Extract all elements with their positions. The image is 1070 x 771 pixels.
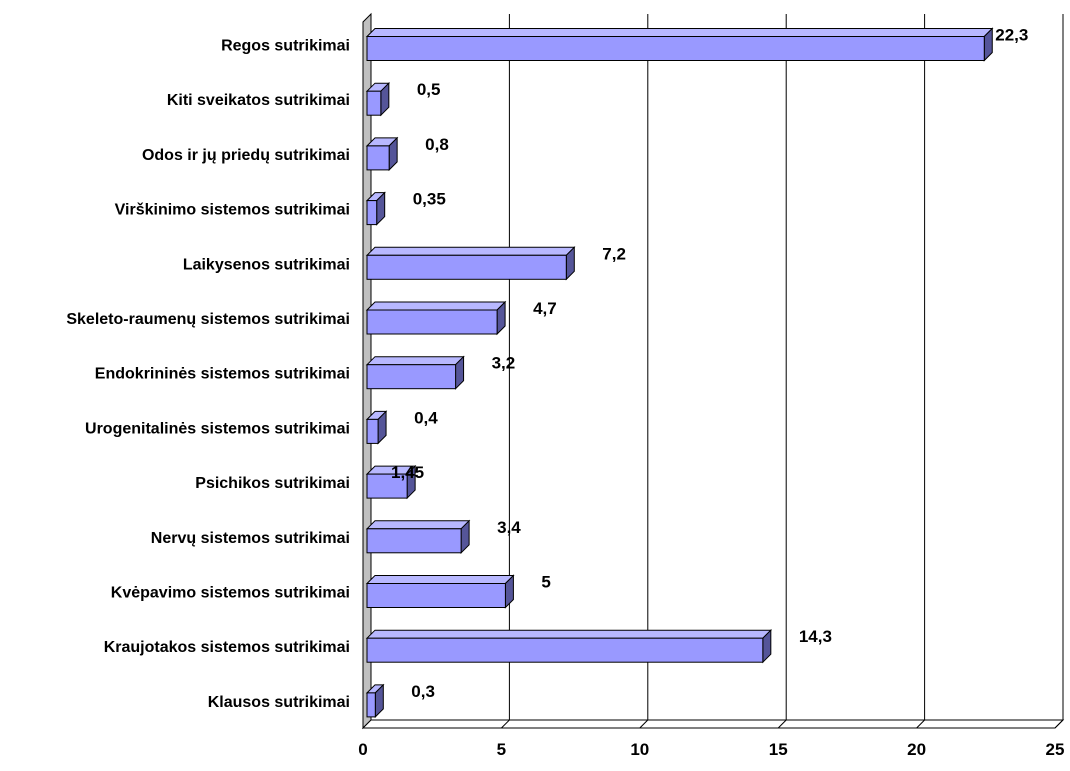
bar-top-face	[365, 301, 507, 311]
bar-front-face	[366, 254, 567, 280]
data-label: 0,8	[425, 135, 449, 154]
x-tick-label: 25	[1046, 740, 1065, 759]
gridline-floor	[777, 719, 787, 729]
x-tick-label: 20	[907, 740, 926, 759]
bar-front-face	[366, 309, 498, 335]
bar-front-face	[366, 200, 378, 226]
bar-front-face	[366, 90, 382, 116]
x-tick-label: 0	[358, 740, 367, 759]
bar-top-face	[365, 520, 471, 530]
bar-front-face	[366, 473, 408, 499]
x-tick-label: 10	[630, 740, 649, 759]
data-label: 7,2	[602, 244, 626, 263]
bar-front-face	[366, 145, 390, 171]
gridline-floor	[639, 719, 649, 729]
gridline-floor	[916, 719, 925, 729]
data-label: 14,3	[799, 627, 832, 646]
chart-walls	[361, 12, 1065, 730]
bar	[365, 81, 391, 117]
bar-top-face	[365, 575, 515, 584]
bar-front-face	[366, 692, 376, 718]
bar	[365, 628, 773, 664]
x-tick-label: 5	[497, 740, 506, 759]
data-label: 0,3	[411, 682, 435, 701]
gridlines	[501, 14, 1064, 729]
bar	[365, 136, 399, 172]
data-label: 3,4	[497, 518, 521, 537]
data-label: 5	[541, 573, 550, 592]
data-label: 1,45	[391, 463, 424, 482]
category-label: Endokrininės sistemos sutrikimai	[95, 366, 350, 383]
gridline-floor	[1054, 719, 1064, 729]
bar-front-face	[366, 36, 985, 61]
category-label: Klausos sutrikimai	[208, 694, 350, 711]
bar	[365, 246, 576, 281]
data-label: 0,4	[414, 408, 438, 427]
bar	[365, 683, 385, 719]
category-label: Odos ir jų priedų sutrikimai	[142, 147, 350, 164]
floor	[361, 719, 1065, 729]
category-label: Psichikos sutrikimai	[195, 475, 350, 492]
category-label: Urogenitalinės sistemos sutrikimai	[85, 420, 350, 437]
bar	[365, 464, 417, 500]
data-label: 22,3	[995, 26, 1028, 45]
bar-front-face	[366, 528, 462, 554]
bar-top-face	[365, 356, 465, 366]
data-label: 3,2	[492, 354, 516, 373]
bar-top-face	[365, 629, 773, 639]
bar-front-face	[366, 583, 506, 608]
bar	[365, 519, 471, 555]
bar-series	[365, 27, 994, 719]
data-label: 0,35	[413, 190, 446, 209]
bar-front-face	[366, 637, 764, 663]
x-tick-label: 15	[769, 740, 788, 759]
bar	[365, 191, 386, 226]
data-labels: 22,3 0,5 0,8 0,35 7,2 4,7 3,2 0,4 1,45 3,4 5 14,3 0,…	[391, 26, 1028, 701]
category-labels: Regos sutrikimai Kiti sveikatos sutrikima…	[66, 38, 350, 711]
bar	[365, 27, 994, 62]
bar-front-face	[366, 418, 379, 444]
category-label: Kvėpavimo sistemos sutrikimai	[111, 585, 350, 602]
data-label: 4,7	[533, 299, 557, 318]
bar	[365, 410, 388, 445]
bar	[365, 300, 507, 336]
bar	[365, 574, 515, 609]
gridline-floor	[501, 719, 510, 729]
bar-top-face	[365, 28, 994, 37]
bar	[365, 355, 465, 390]
category-label: Regos sutrikimai	[221, 38, 350, 55]
bar-front-face	[366, 364, 457, 390]
data-label: 0,5	[417, 80, 441, 99]
category-label: Kiti sveikatos sutrikimai	[167, 92, 350, 109]
category-label: Kraujotakos sistemos sutrikimai	[104, 639, 350, 656]
category-label: Skeleto-raumenų sistemos sutrikimai	[66, 311, 350, 328]
category-label: Laikysenos sutrikimai	[183, 256, 350, 273]
category-label: Nervų sistemos sutrikimai	[151, 530, 350, 547]
x-axis-ticks: 0 5 10 15 20 25	[358, 740, 1064, 759]
category-label: Virškinimo sistemos sutrikimai	[115, 202, 350, 219]
bar-top-face	[365, 246, 576, 256]
